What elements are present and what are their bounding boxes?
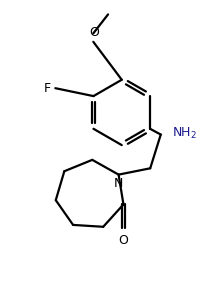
Text: O: O xyxy=(119,234,128,247)
Text: N: N xyxy=(113,177,123,190)
Text: F: F xyxy=(43,82,51,95)
Text: O: O xyxy=(89,26,99,39)
Text: NH$_2$: NH$_2$ xyxy=(172,126,197,141)
